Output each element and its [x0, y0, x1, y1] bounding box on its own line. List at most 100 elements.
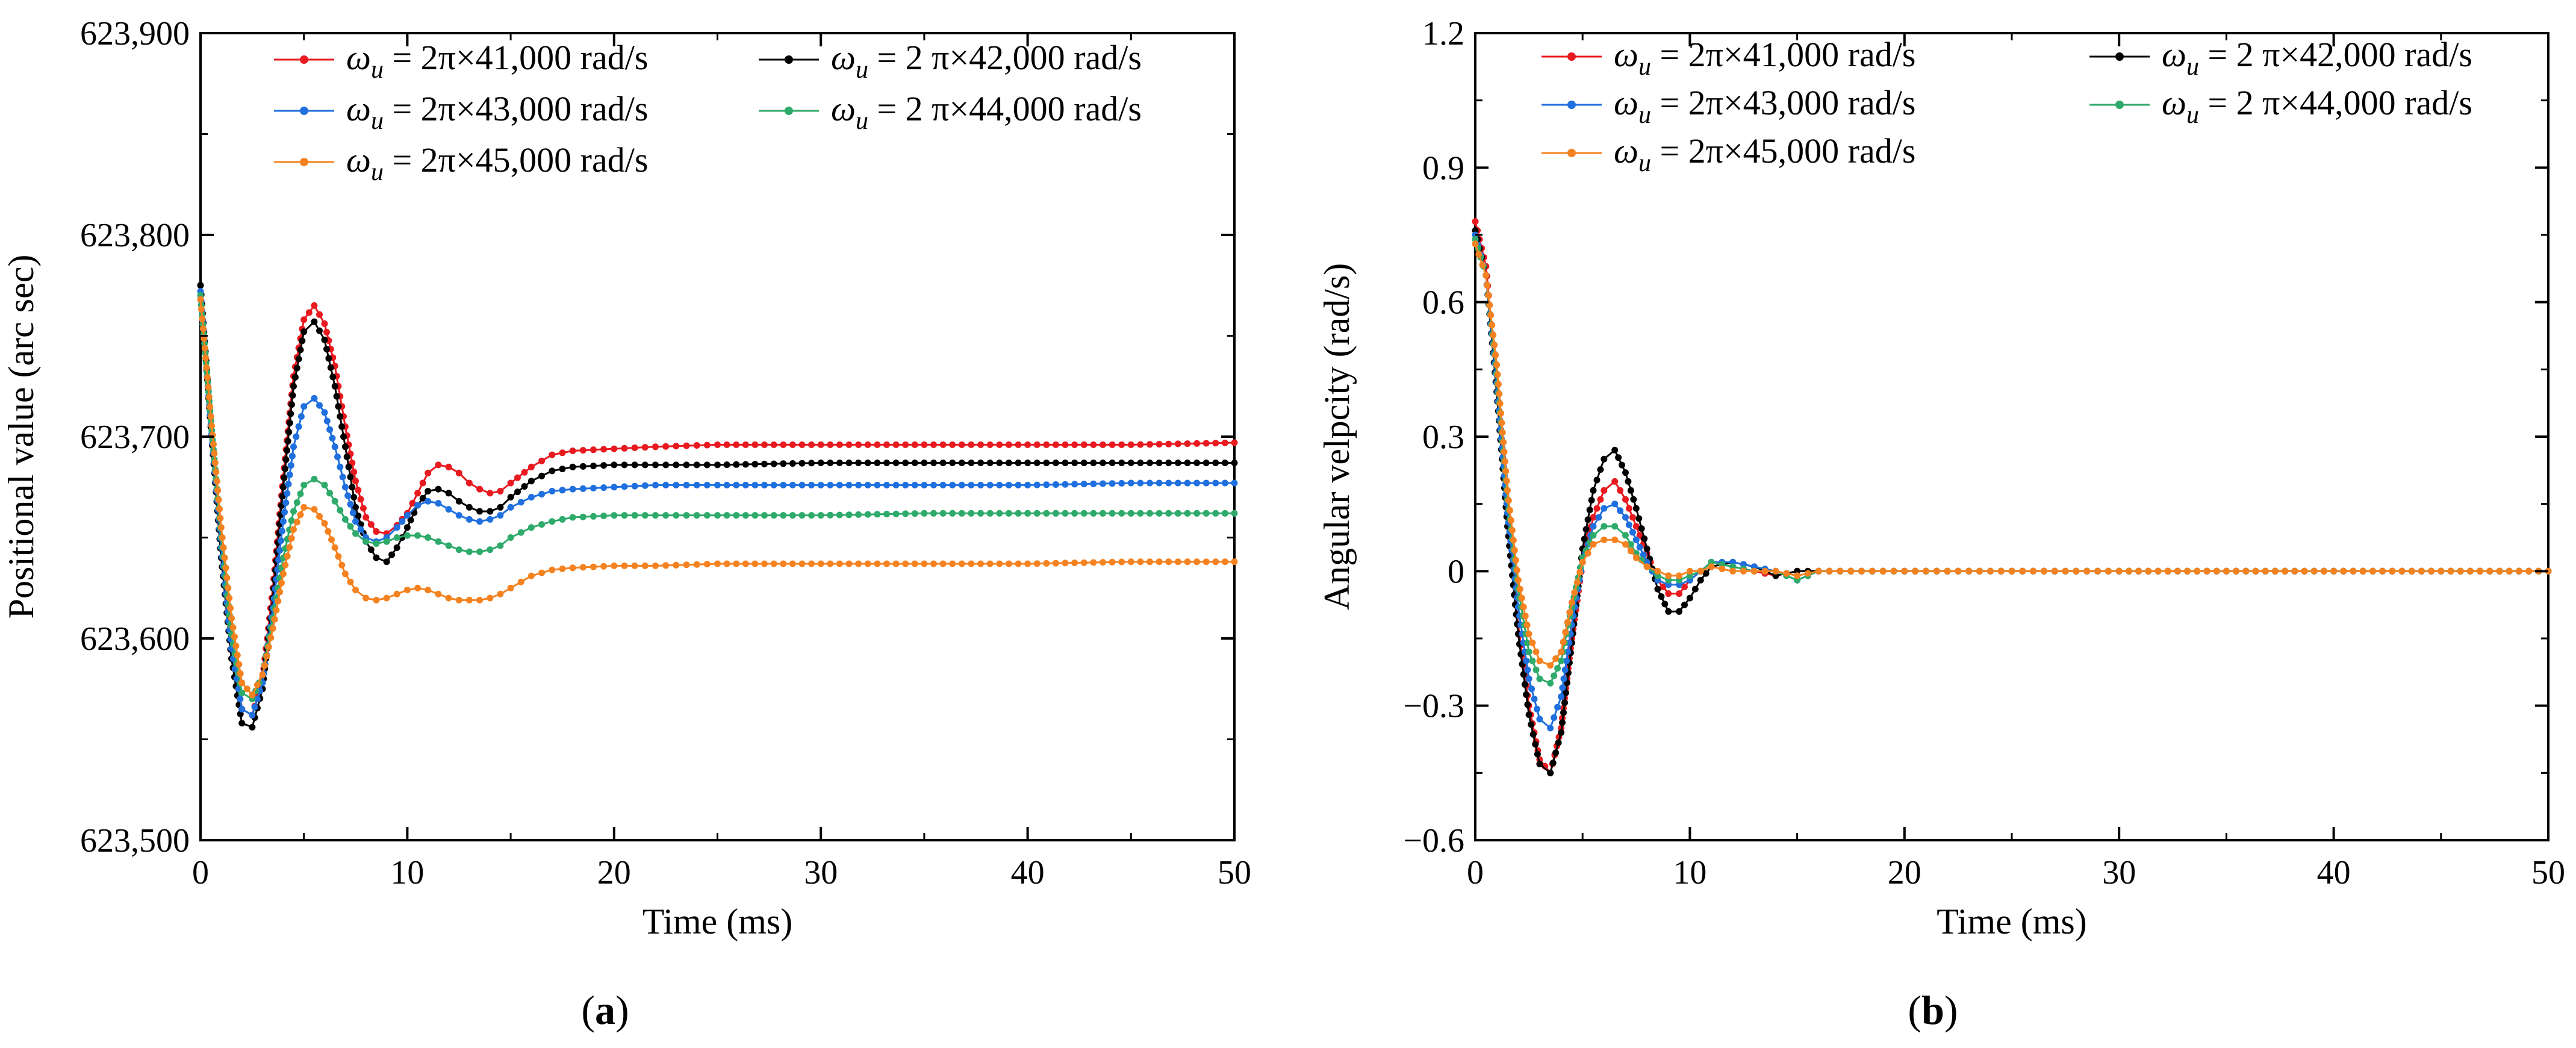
data-point [1597, 496, 1604, 503]
data-point [261, 662, 268, 669]
data-point [641, 512, 649, 519]
data-point [497, 512, 504, 519]
data-point [958, 560, 965, 567]
data-point [827, 481, 834, 488]
data-point [569, 463, 576, 470]
data-point [538, 521, 546, 528]
data-point [1536, 657, 1543, 664]
data-point [271, 616, 278, 623]
data-point [1528, 685, 1535, 693]
data-point [435, 590, 442, 597]
data-point [733, 512, 740, 519]
data-point [1611, 446, 1619, 454]
data-point [874, 560, 881, 567]
data-point [455, 512, 462, 519]
data-point [217, 524, 225, 531]
data-point [1554, 665, 1561, 672]
data-point [207, 403, 214, 410]
data-point [414, 584, 422, 591]
data-point [1492, 351, 1499, 358]
data-point [373, 528, 380, 535]
data-point [419, 494, 426, 502]
legend-text: = 2π×43,000 rad/s [384, 89, 648, 128]
data-point [2145, 567, 2152, 575]
data-point [1015, 510, 1022, 517]
data-point [996, 481, 1003, 488]
data-point [1184, 510, 1191, 517]
x-tick-label: 50 [1218, 854, 1251, 891]
data-point [1630, 496, 1637, 503]
data-point [2030, 567, 2037, 575]
data-point [249, 723, 256, 731]
data-point [2154, 567, 2162, 575]
data-point [328, 536, 335, 543]
data-point [355, 513, 362, 519]
data-point [1534, 750, 1541, 758]
data-point [349, 510, 356, 516]
data-point [213, 469, 220, 476]
data-point [1503, 477, 1510, 484]
data-point [203, 364, 210, 371]
data-point [1043, 481, 1050, 488]
data-point [517, 578, 524, 585]
data-point [1632, 554, 1640, 561]
data-point [1590, 541, 1597, 548]
data-point [798, 512, 806, 519]
data-point [1525, 648, 1532, 655]
data-point [1015, 481, 1022, 488]
data-point [1562, 629, 1569, 636]
data-point [673, 512, 680, 519]
data-point [425, 587, 432, 594]
data-point [2350, 567, 2357, 575]
data-point [1146, 510, 1153, 517]
data-point [286, 419, 293, 426]
data-point [2340, 567, 2347, 575]
data-point [723, 461, 730, 469]
legend-label: ωu = 2 π×42,000 rad/s [2162, 35, 2472, 81]
data-point [1052, 560, 1059, 567]
data-point [1558, 693, 1565, 700]
data-point [949, 441, 956, 448]
data-point [808, 441, 815, 448]
x-tick-label: 40 [2317, 854, 2351, 891]
data-point [751, 560, 759, 567]
data-point [611, 445, 618, 452]
data-point [1491, 342, 1498, 349]
data-point [414, 532, 422, 539]
legend-subscript: u [1638, 149, 1651, 177]
data-point [1560, 638, 1567, 646]
data-point [1221, 439, 1228, 446]
data-point [968, 441, 975, 448]
data-point [273, 607, 280, 614]
data-point [517, 529, 524, 536]
data-point [234, 652, 241, 659]
data-point [1523, 622, 1531, 629]
data-point [1514, 576, 1522, 584]
data-point [235, 661, 243, 668]
data-point [1629, 529, 1636, 536]
data-point [1697, 567, 1704, 575]
data-point [1505, 497, 1512, 504]
data-point [1127, 558, 1134, 566]
data-point [621, 562, 628, 569]
data-point [455, 596, 462, 604]
data-point [362, 538, 370, 545]
data-point [1640, 551, 1647, 558]
legend-symbol: ω [1614, 35, 1638, 74]
data-point [1617, 487, 1624, 494]
legend-text: = 2π×45,000 rad/s [1651, 131, 1915, 170]
data-point [1558, 729, 1565, 736]
data-point [1568, 599, 1575, 606]
data-point [1165, 510, 1172, 517]
data-point [297, 490, 304, 497]
data-point [249, 711, 256, 719]
data-point [808, 460, 815, 467]
data-point [845, 460, 853, 466]
data-point [279, 518, 287, 525]
data-point [1933, 567, 1940, 575]
data-point [949, 481, 956, 488]
data-point [1665, 608, 1672, 615]
data-point [742, 481, 749, 488]
data-point [323, 346, 330, 353]
data-point [1212, 558, 1219, 566]
